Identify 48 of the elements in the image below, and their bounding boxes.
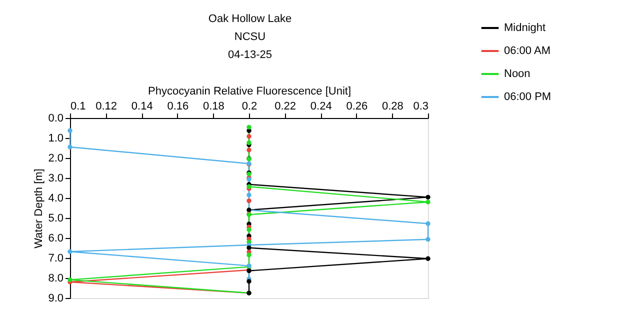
y-tick-label: 1.0 (48, 132, 64, 144)
x-axis-title: Phycocyanin Relative Fluorescence [Unit] (148, 86, 351, 98)
point (426, 237, 430, 242)
point (426, 256, 430, 261)
point (426, 221, 430, 226)
point (68, 144, 72, 150)
y-tick-label: 6.0 (48, 232, 64, 244)
point (68, 128, 72, 133)
y-tick-label: 7.0 (48, 252, 64, 264)
x-tick-label: 0.28 (382, 100, 404, 112)
x-tick-label: 0.12 (96, 100, 118, 112)
point (246, 227, 252, 232)
point (426, 194, 430, 200)
x-tick-label: 0.3 (413, 100, 428, 112)
y-axis-title: Water Depth [m] (33, 168, 46, 248)
y-tick-label: 0.0 (48, 112, 64, 124)
y-tick-label: 2.0 (48, 152, 64, 164)
point (246, 198, 252, 204)
point (68, 249, 72, 254)
x-tick-label: 0.2 (242, 100, 258, 112)
y-tick-label: 4.0 (48, 192, 64, 204)
point (246, 134, 252, 139)
text: 04-13-25 (228, 49, 272, 61)
y-tick-label: 3.0 (48, 172, 64, 184)
legend-label: 06:00 AM (504, 45, 550, 57)
point (246, 245, 252, 250)
point (246, 124, 252, 130)
legend-label: 06:00 PM (504, 91, 552, 103)
x-tick-label: 0.26 (346, 100, 368, 112)
x-tick-label: 0.1 (70, 100, 86, 112)
x-tick-label: 0.14 (131, 100, 153, 112)
chart-title: Oak Hollow Lake (208, 13, 292, 25)
y-tick-label: 5.0 (48, 212, 64, 224)
y-tick-label: 8.0 (48, 272, 64, 284)
point (246, 148, 252, 152)
x-tick-label: 0.18 (202, 100, 224, 112)
point (246, 279, 252, 284)
x-tick-label: 0.16 (167, 100, 189, 112)
y-tick-label: 9.0 (48, 292, 64, 304)
chart-subtitle: NCSU (234, 31, 266, 43)
legend-label: Midnight (504, 22, 546, 34)
point (246, 192, 252, 198)
x-tick-label: 0.22 (274, 100, 296, 112)
point (68, 277, 72, 282)
point (246, 252, 252, 258)
point (426, 200, 430, 204)
legend-label: Noon (504, 68, 530, 80)
x-tick-label: 0.24 (310, 100, 332, 112)
